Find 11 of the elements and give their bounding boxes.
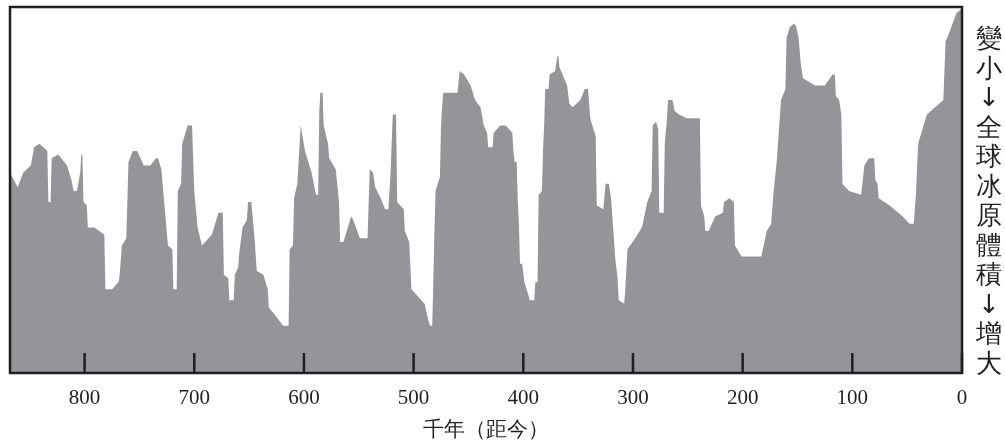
x-tick-label: 700 bbox=[178, 385, 211, 409]
x-tick-label: 100 bbox=[836, 385, 869, 409]
x-tick-label: 800 bbox=[68, 385, 101, 409]
x-tick-label: 500 bbox=[397, 385, 430, 409]
y-axis-title: 變小↓全球冰原體積↓增大 bbox=[976, 23, 1002, 378]
x-tick-label: 400 bbox=[507, 385, 540, 409]
x-tick-label: 0 bbox=[956, 385, 968, 409]
x-axis-title: 千年（距今） bbox=[423, 417, 549, 441]
x-tick-label: 300 bbox=[617, 385, 649, 409]
x-tick-label: 600 bbox=[288, 385, 320, 409]
x-tick-label: 200 bbox=[726, 385, 759, 409]
